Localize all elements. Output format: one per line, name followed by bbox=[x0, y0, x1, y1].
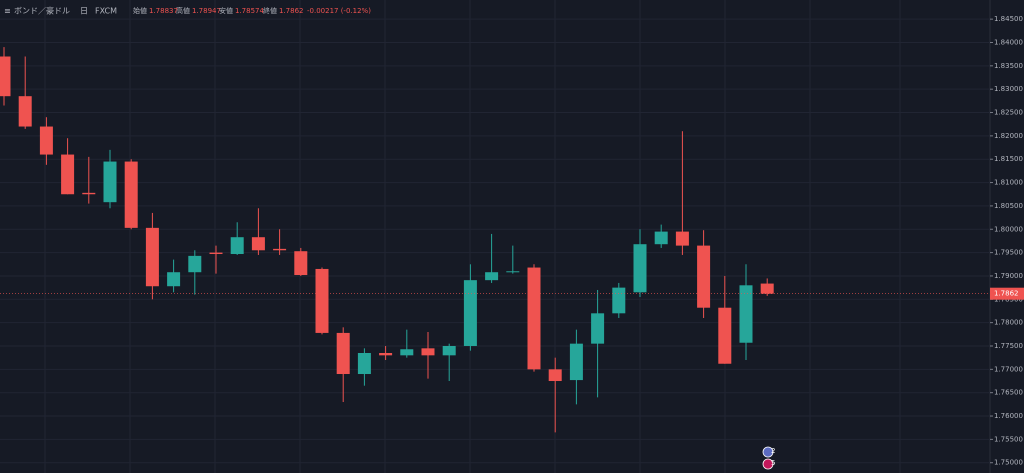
candle-body bbox=[61, 154, 75, 195]
candle-body bbox=[506, 271, 520, 273]
candle-body bbox=[612, 287, 626, 314]
y-tick-label: 1.75500 bbox=[994, 435, 1023, 443]
y-tick-label: 1.78000 bbox=[994, 319, 1023, 327]
candle-body bbox=[315, 268, 329, 333]
y-tick-label: 1.81500 bbox=[994, 155, 1023, 163]
candle-body bbox=[209, 252, 223, 255]
candle-body bbox=[718, 307, 732, 364]
ohlc-label: 安値 bbox=[219, 6, 233, 15]
ohlc-value: 1.7862 bbox=[279, 7, 304, 15]
event-marker-label: 2 bbox=[771, 447, 775, 455]
candle-body bbox=[273, 248, 287, 251]
y-tick-label: 1.80000 bbox=[994, 225, 1023, 233]
last-price-label: 1.7862 bbox=[994, 290, 1019, 298]
candle-body bbox=[39, 126, 53, 155]
y-tick-label: 1.80500 bbox=[994, 202, 1023, 210]
y-tick-label: 1.76500 bbox=[994, 389, 1023, 397]
y-tick-label: 1.83000 bbox=[994, 85, 1023, 93]
y-tick-label: 1.84500 bbox=[994, 15, 1023, 23]
candle-body bbox=[633, 244, 647, 293]
candle-body bbox=[0, 56, 11, 97]
last-price-box bbox=[990, 287, 1024, 300]
ohlc-label: 終値 bbox=[263, 6, 277, 15]
header: ≡ ボンド／豪ドル 日 FXCM -0.00217 (-0.12%) bbox=[4, 6, 371, 16]
interval[interactable]: 日 bbox=[80, 7, 88, 16]
y-tick-label: 1.76000 bbox=[994, 412, 1023, 420]
candle-body bbox=[103, 161, 117, 203]
candle-body bbox=[463, 280, 477, 346]
y-tick-label: 1.84000 bbox=[994, 38, 1023, 46]
candle-body bbox=[760, 283, 774, 294]
y-tick-label: 1.75000 bbox=[994, 459, 1023, 467]
ohlc-label: 始値 bbox=[133, 6, 147, 15]
symbol: ボンド／豪ドル bbox=[14, 6, 70, 16]
candle-body bbox=[442, 345, 456, 356]
candle-body bbox=[400, 349, 414, 356]
y-tick-label: 1.79500 bbox=[994, 249, 1023, 257]
candle-body bbox=[357, 352, 371, 375]
candle-body bbox=[188, 255, 202, 273]
candle-body bbox=[230, 237, 244, 255]
y-tick-label: 1.77500 bbox=[994, 342, 1023, 350]
candle-body bbox=[548, 369, 562, 382]
candle-body bbox=[145, 227, 159, 287]
ohlc-value: 1.78837 bbox=[149, 7, 178, 15]
y-tick-label: 1.82500 bbox=[994, 109, 1023, 117]
candle-body bbox=[485, 272, 499, 281]
source: FXCM bbox=[95, 7, 117, 16]
y-tick-label: 1.79000 bbox=[994, 272, 1023, 280]
event-marker bbox=[762, 458, 774, 470]
candle-body bbox=[591, 313, 605, 344]
candle-body bbox=[18, 96, 32, 127]
event-marker bbox=[762, 446, 774, 458]
candle-body bbox=[379, 352, 393, 356]
candle-body bbox=[654, 231, 668, 245]
candle-body bbox=[569, 343, 583, 381]
candle-body bbox=[527, 267, 541, 370]
candle-body bbox=[675, 231, 689, 246]
candle-body bbox=[336, 332, 350, 375]
ohlc-value: 1.78947 bbox=[192, 7, 221, 15]
event-marker-label: 5 bbox=[771, 459, 775, 467]
time-grid bbox=[44, 0, 901, 473]
candle-body bbox=[124, 161, 138, 228]
ohlc-label: 高値 bbox=[176, 6, 190, 15]
y-tick-label: 1.77000 bbox=[994, 365, 1023, 373]
candle-body bbox=[167, 272, 181, 287]
candle-body bbox=[82, 192, 96, 195]
candle-body bbox=[739, 285, 753, 343]
y-tick-label: 1.83500 bbox=[994, 62, 1023, 70]
ohlc-value: 1.78574 bbox=[235, 7, 264, 15]
menu-icon: ≡ bbox=[4, 7, 11, 16]
candle-body bbox=[697, 245, 711, 308]
candle-body bbox=[251, 237, 265, 251]
y-tick-label: 1.82000 bbox=[994, 132, 1023, 140]
change: -0.00217 (-0.12%) bbox=[307, 7, 371, 15]
candle-body bbox=[421, 348, 435, 356]
y-tick-label: 1.81000 bbox=[994, 179, 1023, 187]
candle-body bbox=[294, 251, 308, 276]
